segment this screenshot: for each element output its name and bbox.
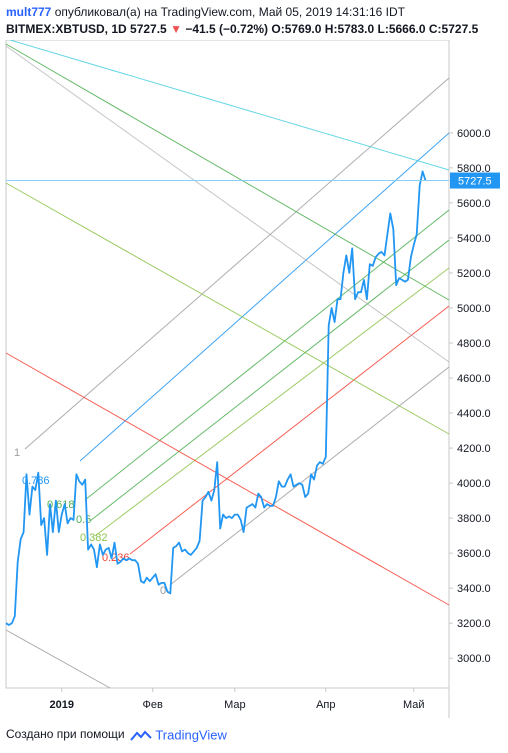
open-label: O: (271, 22, 285, 36)
fib-level-label: 0.786 (22, 475, 50, 487)
price-axis[interactable]: 3000.0 3200.0 3400.0 3600.0 3800.0 4000.0 4200… (449, 128, 491, 665)
y-tick-label: 3600.0 (457, 548, 491, 560)
close-label: C: (428, 22, 442, 36)
last-price-badge-bg (450, 172, 500, 189)
low-value: 5666.0 (388, 22, 426, 36)
y-tick-label: 4000.0 (457, 478, 491, 490)
fib-cross-line (9, 40, 450, 171)
plot-area[interactable] (5, 40, 450, 689)
close-value: 5727.5 (441, 22, 479, 36)
fib-level-label: 0 (160, 585, 166, 597)
created-with-text: Создано при помощи (6, 727, 125, 741)
y-tick-label: 5400.0 (457, 233, 491, 245)
y-tick-label: 4600.0 (457, 373, 491, 385)
fib-cross-line (5, 182, 450, 435)
author-name[interactable]: mult777 (6, 5, 52, 19)
y-tick-label: 5800.0 (457, 163, 491, 175)
y-tick-label: 5200.0 (457, 268, 491, 280)
last-price: 5727.5 (130, 22, 167, 36)
tradingview-logo-icon[interactable] (130, 728, 152, 742)
x-tick-label: Май (403, 699, 425, 711)
fib-extension-line (5, 45, 450, 363)
fib-level-label: 0.236 (102, 552, 130, 564)
fib-level-line (84, 209, 450, 501)
fib-level-line (94, 267, 450, 537)
y-tick-label: 4200.0 (457, 443, 491, 455)
open-value: 5769.0 (284, 22, 322, 36)
fib-level-label: 0.618 (47, 499, 75, 511)
y-tick-label: 6000.0 (457, 128, 491, 140)
tradingview-brand[interactable]: TradingView (155, 727, 227, 743)
x-tick-label: 2019 (49, 699, 73, 711)
fib-level-label: 0.5 (76, 514, 91, 526)
y-tick-label: 4400.0 (457, 408, 491, 420)
last-price-badge-text: 5727.5 (458, 176, 492, 188)
y-tick-label: 3400.0 (457, 583, 491, 595)
chart-header: mult777 опубликовал(а) на TradingView.co… (6, 4, 478, 38)
fib-level-line (129, 305, 450, 555)
y-tick-label: 5600.0 (457, 198, 491, 210)
ohlc-line: BITMEX:XBTUSD, 1D 5727.5 ▼ −41.5 (−0.72%… (6, 21, 478, 38)
price-change: −41.5 (−0.72%) (185, 22, 269, 36)
y-tick-label: 5000.0 (457, 303, 491, 315)
x-tick-label: Фев (143, 699, 163, 711)
fib-level-label: 1 (14, 447, 20, 459)
fib-level-line (89, 239, 450, 522)
last-price-badge: 5727.5 (450, 172, 500, 189)
y-tick-label: 3800.0 (457, 513, 491, 525)
published-text: опубликовал(а) на TradingView.com, Май 0… (54, 5, 405, 19)
x-tick-label: Мар (224, 699, 246, 711)
footer: Создано при помощи TradingView (6, 727, 227, 742)
y-tick-label: 4800.0 (457, 338, 491, 350)
y-tick-label: 3000.0 (457, 653, 491, 665)
fib-level-line (169, 366, 450, 586)
low-label: L: (377, 22, 389, 36)
x-tick-label: Апр (316, 699, 335, 711)
high-value: 5783.0 (337, 22, 375, 36)
fib-cross-line (5, 629, 111, 689)
price-series[interactable] (5, 170, 449, 626)
price-line (5, 170, 427, 626)
fib-level-line (24, 77, 450, 450)
down-arrow-icon: ▼ (170, 22, 182, 36)
fib-level-label: 0.382 (80, 532, 108, 544)
y-tick-label: 3200.0 (457, 618, 491, 630)
high-label: H: (324, 22, 338, 36)
fib-level-line (79, 132, 450, 462)
symbol-label[interactable]: BITMEX:XBTUSD, 1D (6, 22, 127, 36)
time-axis[interactable]: 2019 Фев Мар Апр Май (49, 688, 425, 711)
fib-cross-line (5, 352, 450, 606)
publish-line: mult777 опубликовал(а) на TradingView.co… (6, 4, 478, 21)
